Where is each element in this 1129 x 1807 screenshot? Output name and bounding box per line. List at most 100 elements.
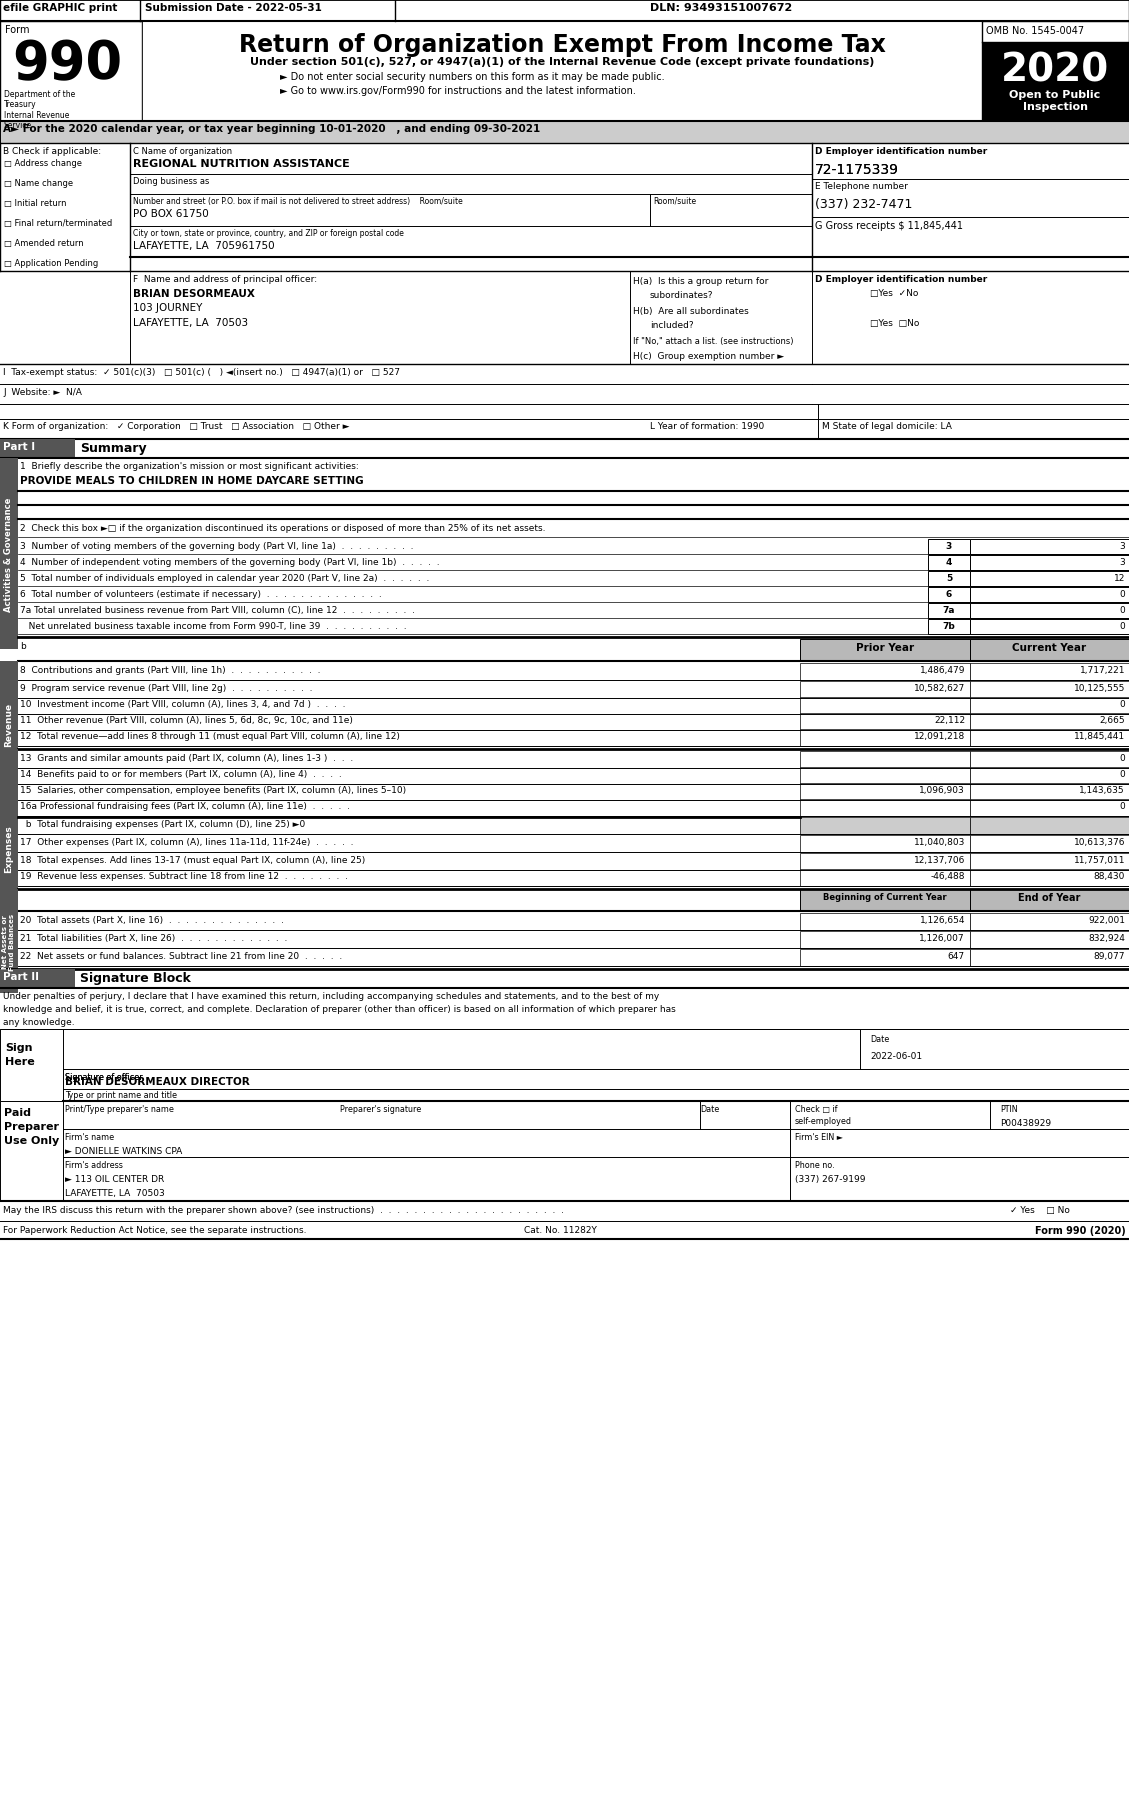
- Text: 3: 3: [1119, 542, 1124, 551]
- Text: 5: 5: [946, 573, 952, 582]
- Text: □ Application Pending: □ Application Pending: [5, 258, 98, 267]
- Text: 10,582,627: 10,582,627: [913, 683, 965, 692]
- Bar: [0, 121, 1129, 145]
- Text: 11  Other revenue (Part VIII, column (A), lines 5, 6d, 8c, 9c, 10c, and 11e): 11 Other revenue (Part VIII, column (A),…: [20, 716, 353, 725]
- Text: 15  Salaries, other compensation, employee benefits (Part IX, column (A), lines : 15 Salaries, other compensation, employe…: [20, 786, 406, 795]
- Text: L Year of formation: 1990: L Year of formation: 1990: [650, 421, 764, 430]
- Text: 13  Grants and similar amounts paid (Part IX, column (A), lines 1-3 )  .  .  .: 13 Grants and similar amounts paid (Part…: [20, 754, 353, 763]
- Bar: [800, 714, 970, 730]
- Text: (337) 232-7471: (337) 232-7471: [815, 199, 912, 211]
- Text: Revenue: Revenue: [5, 703, 14, 746]
- Bar: [800, 640, 970, 661]
- Bar: [0, 970, 75, 988]
- Bar: [970, 869, 1129, 887]
- Text: 9  Program service revenue (Part VIII, line 2g)  .  .  .  .  .  .  .  .  .  .: 9 Program service revenue (Part VIII, li…: [20, 683, 313, 692]
- Text: DLN: 93493151007672: DLN: 93493151007672: [650, 4, 793, 13]
- Text: Preparer's signature: Preparer's signature: [340, 1104, 421, 1113]
- Text: 21  Total liabilities (Part X, line 26)  .  .  .  .  .  .  .  .  .  .  .  .  .: 21 Total liabilities (Part X, line 26) .…: [20, 934, 288, 943]
- Text: self-employed: self-employed: [795, 1117, 852, 1126]
- Text: 20  Total assets (Part X, line 16)  .  .  .  .  .  .  .  .  .  .  .  .  .  .: 20 Total assets (Part X, line 16) . . . …: [20, 916, 283, 925]
- Bar: [970, 698, 1129, 714]
- Text: Firm's EIN ►: Firm's EIN ►: [795, 1133, 843, 1142]
- Text: Sign: Sign: [5, 1043, 33, 1052]
- Bar: [928, 620, 970, 634]
- Bar: [928, 571, 970, 587]
- Bar: [800, 931, 970, 949]
- Bar: [970, 640, 1129, 661]
- Text: 12  Total revenue—add lines 8 through 11 (must equal Part VIII, column (A), line: 12 Total revenue—add lines 8 through 11 …: [20, 732, 400, 741]
- Text: H(a)  Is this a group return for: H(a) Is this a group return for: [633, 276, 769, 286]
- Text: 88,430: 88,430: [1094, 871, 1124, 880]
- Text: Net Assets or
Fund Balances: Net Assets or Fund Balances: [2, 913, 16, 970]
- Text: 2020: 2020: [1001, 52, 1109, 90]
- Text: J  Website: ►  N/A: J Website: ► N/A: [3, 389, 82, 398]
- Bar: [982, 43, 1129, 83]
- Text: P00438929: P00438929: [1000, 1119, 1051, 1128]
- Text: efile GRAPHIC print: efile GRAPHIC print: [3, 4, 117, 13]
- Bar: [0, 889, 18, 994]
- Bar: [970, 949, 1129, 967]
- Bar: [800, 730, 970, 746]
- Text: 10  Investment income (Part VIII, column (A), lines 3, 4, and 7d )  .  .  .  .: 10 Investment income (Part VIII, column …: [20, 699, 345, 708]
- Text: 6: 6: [946, 589, 952, 598]
- Bar: [0, 439, 75, 459]
- Text: included?: included?: [650, 322, 693, 331]
- Bar: [800, 853, 970, 871]
- Text: 103 JOURNEY: 103 JOURNEY: [133, 304, 202, 313]
- Text: 12,137,706: 12,137,706: [913, 855, 965, 864]
- Text: B Check if applicable:: B Check if applicable:: [3, 146, 102, 155]
- Text: □ Name change: □ Name change: [5, 179, 73, 188]
- Text: 17  Other expenses (Part IX, column (A), lines 11a-11d, 11f-24e)  .  .  .  .  .: 17 Other expenses (Part IX, column (A), …: [20, 837, 353, 846]
- Text: Expenses: Expenses: [5, 824, 14, 873]
- Bar: [928, 557, 970, 571]
- Bar: [970, 557, 1129, 571]
- Bar: [800, 835, 970, 853]
- Bar: [800, 663, 970, 681]
- Text: □ Final return/terminated: □ Final return/terminated: [5, 219, 112, 228]
- Bar: [800, 698, 970, 714]
- Text: □ Initial return: □ Initial return: [5, 199, 67, 208]
- Text: Under penalties of perjury, I declare that I have examined this return, includin: Under penalties of perjury, I declare th…: [3, 992, 659, 1001]
- Text: 14  Benefits paid to or for members (Part IX, column (A), line 4)  .  .  .  .: 14 Benefits paid to or for members (Part…: [20, 770, 342, 779]
- Text: Signature Block: Signature Block: [80, 972, 191, 985]
- Text: Here: Here: [5, 1057, 35, 1066]
- Bar: [970, 714, 1129, 730]
- Bar: [0, 0, 1129, 22]
- Text: 10,613,376: 10,613,376: [1074, 837, 1124, 846]
- Text: 5  Total number of individuals employed in calendar year 2020 (Part V, line 2a) : 5 Total number of individuals employed i…: [20, 573, 429, 582]
- Bar: [970, 571, 1129, 587]
- Text: End of Year: End of Year: [1018, 893, 1080, 902]
- Text: Date: Date: [700, 1104, 719, 1113]
- Text: □ Amended return: □ Amended return: [5, 239, 84, 248]
- Text: 4: 4: [946, 558, 952, 567]
- Text: 2  Check this box ►□ if the organization discontinued its operations or disposed: 2 Check this box ►□ if the organization …: [20, 524, 545, 533]
- Text: -46,488: -46,488: [930, 871, 965, 880]
- Bar: [982, 83, 1129, 121]
- Text: K Form of organization:   ✓ Corporation   □ Trust   □ Association   □ Other ►: K Form of organization: ✓ Corporation □ …: [3, 421, 350, 430]
- Text: Summary: Summary: [80, 441, 147, 455]
- Bar: [970, 752, 1129, 768]
- Bar: [928, 587, 970, 604]
- Text: LAFAYETTE, LA  70503: LAFAYETTE, LA 70503: [65, 1189, 165, 1198]
- Text: ► Go to www.irs.gov/Form990 for instructions and the latest information.: ► Go to www.irs.gov/Form990 for instruct…: [280, 87, 636, 96]
- Bar: [982, 22, 1129, 121]
- Text: If "No," attach a list. (see instructions): If "No," attach a list. (see instruction…: [633, 336, 794, 345]
- Text: □Yes  □No: □Yes □No: [870, 318, 919, 327]
- Text: Use Only: Use Only: [5, 1135, 59, 1146]
- Text: G Gross receipts $ 11,845,441: G Gross receipts $ 11,845,441: [815, 220, 963, 231]
- Text: 0: 0: [1119, 754, 1124, 763]
- Bar: [970, 914, 1129, 931]
- Bar: [800, 914, 970, 931]
- Text: 7b: 7b: [943, 622, 955, 631]
- Text: knowledge and belief, it is true, correct, and complete. Declaration of preparer: knowledge and belief, it is true, correc…: [3, 1005, 676, 1014]
- Text: Prior Year: Prior Year: [856, 643, 914, 652]
- Text: 1,143,635: 1,143,635: [1079, 786, 1124, 795]
- Bar: [970, 730, 1129, 746]
- Text: H(b)  Are all subordinates: H(b) Are all subordinates: [633, 307, 749, 316]
- Text: Firm's address: Firm's address: [65, 1160, 123, 1169]
- Text: 0: 0: [1119, 770, 1124, 779]
- Text: City or town, state or province, country, and ZIP or foreign postal code: City or town, state or province, country…: [133, 229, 404, 239]
- Text: 922,001: 922,001: [1088, 916, 1124, 925]
- Bar: [970, 784, 1129, 801]
- Bar: [970, 663, 1129, 681]
